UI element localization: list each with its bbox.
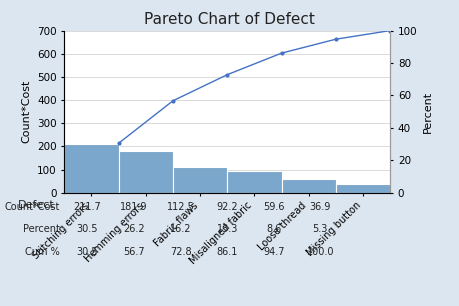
- Text: 26.2: 26.2: [123, 225, 145, 234]
- Text: 56.7: 56.7: [123, 248, 145, 257]
- Bar: [64, 144, 118, 193]
- Text: 59.6: 59.6: [263, 202, 285, 211]
- Text: 181.9: 181.9: [120, 202, 148, 211]
- Text: 86.1: 86.1: [217, 248, 238, 257]
- Text: 30.5: 30.5: [77, 225, 98, 234]
- Text: 30.5: 30.5: [77, 248, 98, 257]
- Text: 13.3: 13.3: [217, 225, 238, 234]
- Text: 211.7: 211.7: [73, 202, 101, 211]
- Text: 16.2: 16.2: [170, 225, 191, 234]
- Bar: [281, 179, 336, 193]
- Text: 8.6: 8.6: [266, 225, 281, 234]
- Bar: [227, 171, 281, 193]
- Text: Defect: Defect: [18, 200, 55, 211]
- Text: 100.0: 100.0: [307, 248, 334, 257]
- Bar: [118, 151, 173, 193]
- Y-axis label: Count*Cost: Count*Cost: [22, 80, 31, 144]
- Bar: [173, 167, 227, 193]
- Text: 36.9: 36.9: [310, 202, 331, 211]
- Text: 92.2: 92.2: [216, 202, 238, 211]
- Text: Count*Cost: Count*Cost: [4, 202, 60, 211]
- Bar: [336, 184, 390, 193]
- Text: 5.3: 5.3: [313, 225, 328, 234]
- Text: Cum %: Cum %: [25, 248, 60, 257]
- Text: 94.7: 94.7: [263, 248, 285, 257]
- Text: Pareto Chart of Defect: Pareto Chart of Defect: [144, 12, 315, 27]
- Text: 72.8: 72.8: [170, 248, 191, 257]
- Text: 112.5: 112.5: [167, 202, 195, 211]
- Y-axis label: Percent: Percent: [423, 91, 433, 133]
- Text: Percent: Percent: [23, 225, 60, 234]
